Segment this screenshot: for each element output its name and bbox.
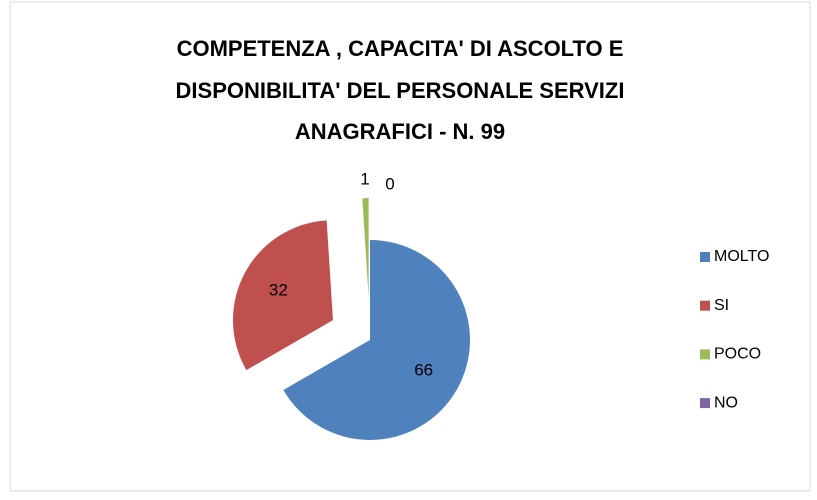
data-label: 32 xyxy=(269,280,288,299)
data-label: 0 xyxy=(385,174,394,193)
legend-swatch xyxy=(700,300,710,311)
pie-slice xyxy=(283,240,471,440)
data-label: 1 xyxy=(360,170,369,189)
legend-label: POCO xyxy=(714,346,761,363)
legend-label: MOLTO xyxy=(714,248,769,265)
pie-slice xyxy=(232,220,333,371)
legend-label: SI xyxy=(714,297,729,314)
pie-slice xyxy=(362,198,369,299)
chart-title: DISPONIBILITA' DEL PERSONALE SERVIZI xyxy=(176,78,625,103)
chart-title: ANAGRAFICI - N. 99 xyxy=(295,119,505,144)
data-label: 66 xyxy=(414,360,433,379)
legend-swatch xyxy=(700,349,710,360)
legend-swatch xyxy=(700,398,710,409)
chart-title: COMPETENZA , CAPACITA' DI ASCOLTO E xyxy=(177,36,624,61)
legend-label: NO xyxy=(714,394,738,411)
legend-swatch xyxy=(700,252,710,262)
